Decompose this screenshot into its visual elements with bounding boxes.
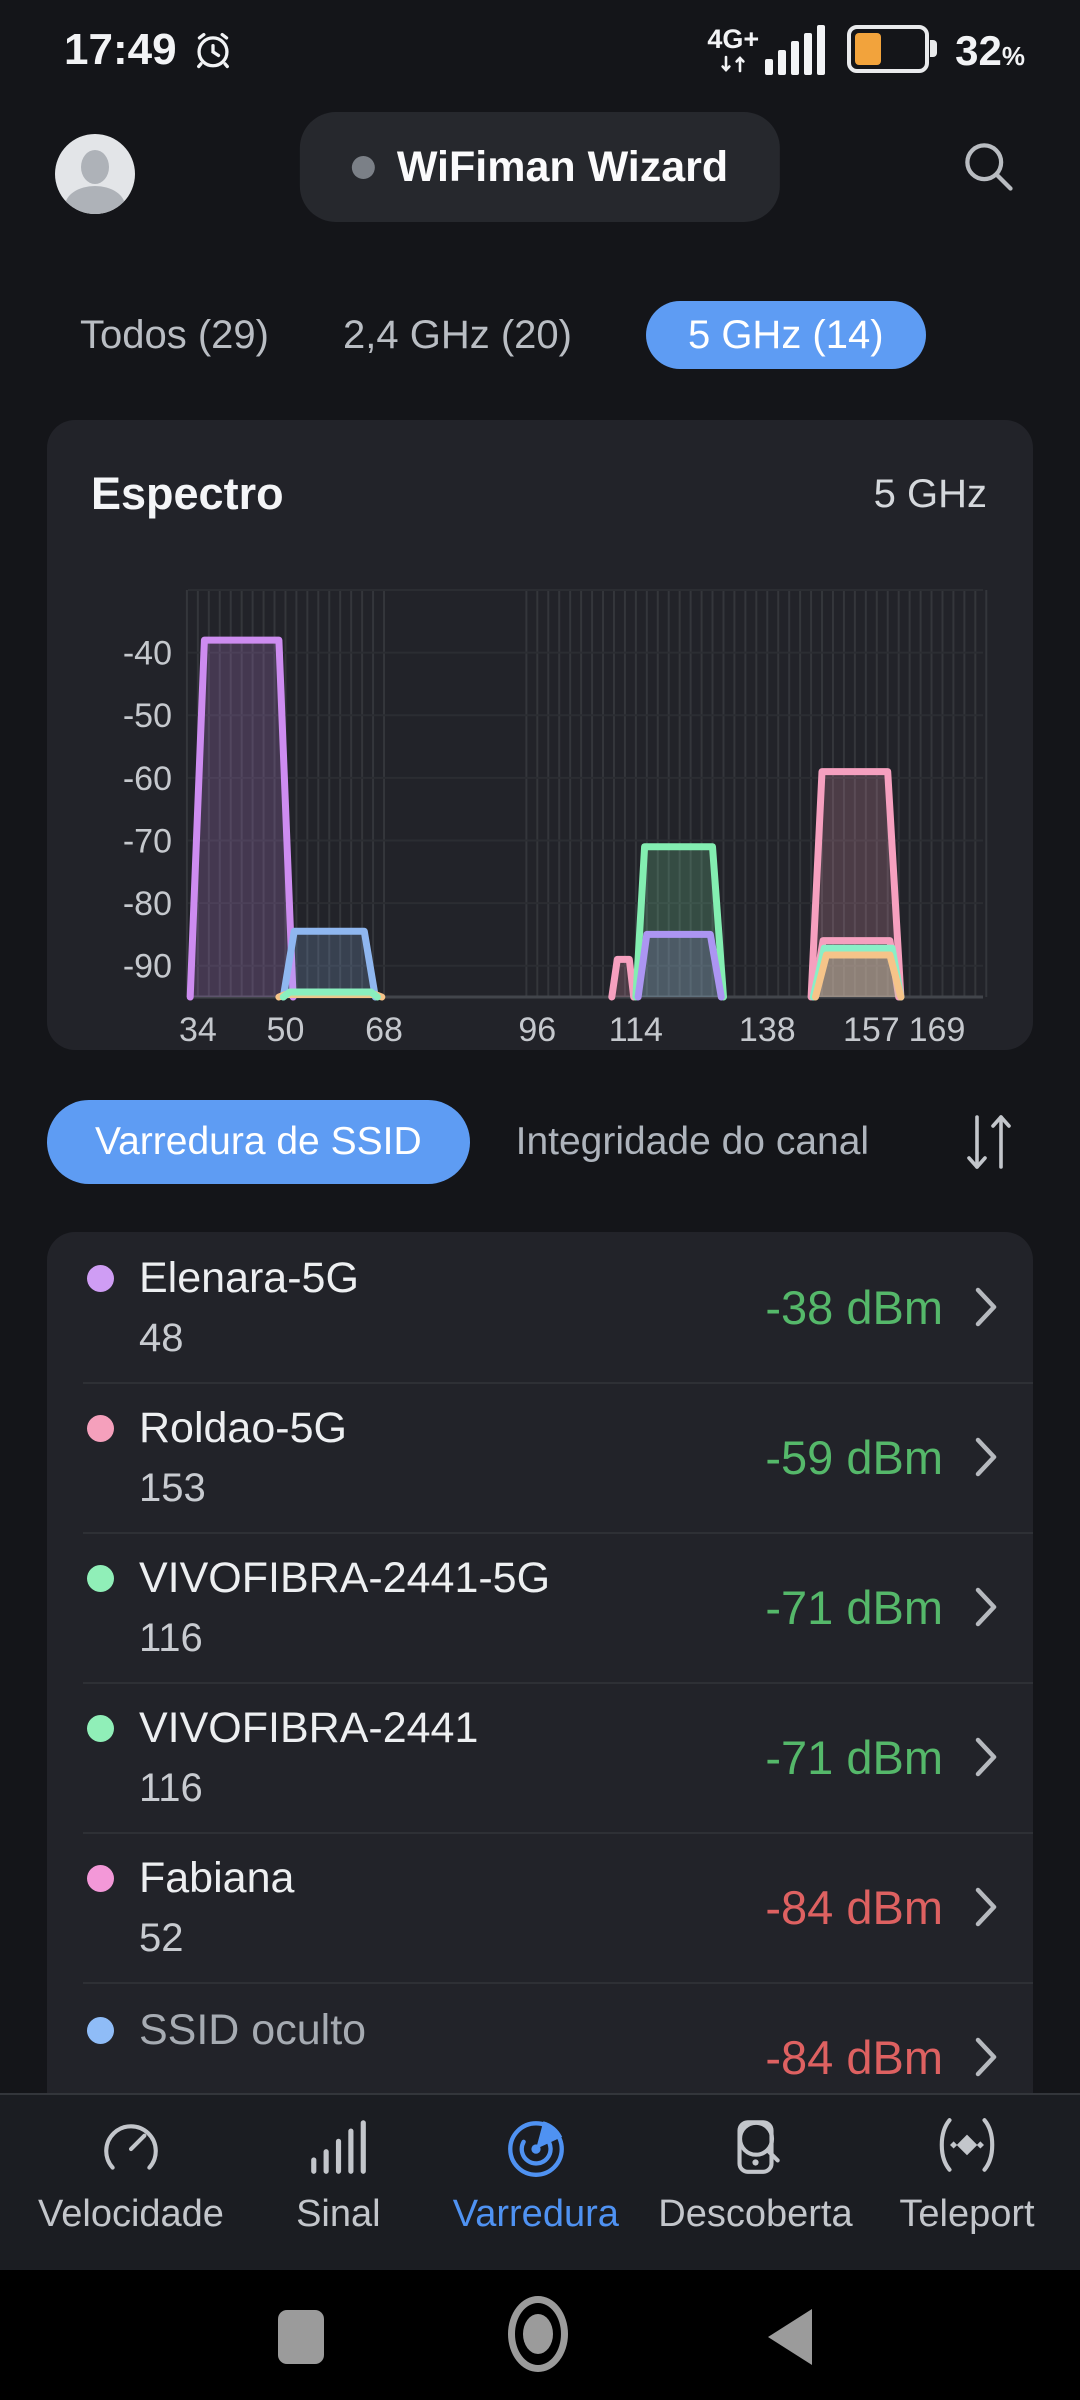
android-nav-bar: [0, 2270, 1080, 2400]
ssid-channel: [139, 2068, 765, 2093]
svg-text:96: 96: [518, 1011, 556, 1049]
svg-text:-90: -90: [123, 948, 172, 986]
speedometer-icon: [98, 2111, 164, 2183]
chevron-right-icon: [975, 1287, 997, 1327]
svg-text:157: 157: [843, 1011, 900, 1049]
ssid-color-dot: [87, 1414, 114, 1442]
signal-bars-icon: [305, 2111, 371, 2183]
chevron-right-icon: [975, 2037, 997, 2077]
spectrum-band-label: 5 GHz: [873, 471, 987, 516]
tab-todos[interactable]: Todos (29): [80, 312, 269, 357]
radar-icon: [501, 2111, 571, 2183]
sort-icon[interactable]: [955, 1105, 1021, 1179]
svg-text:50: 50: [267, 1011, 305, 1049]
ssid-name: VIVOFIBRA-2441-5G: [139, 1553, 551, 1602]
ssid-channel: 116: [139, 1765, 203, 1810]
signal-bars: [765, 25, 826, 75]
device-search-icon: [722, 2111, 788, 2183]
ssid-name: Elenara-5G: [139, 1253, 359, 1302]
data-arrows-icon: [721, 55, 745, 73]
signal-value: -71 dBm: [765, 1730, 943, 1784]
ssid-color-dot: [87, 2017, 114, 2044]
svg-text:138: 138: [739, 1011, 796, 1049]
svg-text:-70: -70: [123, 822, 172, 860]
ssid-name: SSID oculto: [139, 2006, 367, 2054]
nav-teleport[interactable]: Teleport: [892, 2111, 1042, 2270]
ssid-channel: 52: [139, 1915, 184, 1960]
svg-text:114: 114: [609, 1011, 663, 1049]
spectrum-card: Espectro 5 GHz -40 -50 -60 -70 -80 -90 34 50 68 9…: [47, 420, 1033, 1050]
home-button-icon[interactable]: [508, 2296, 568, 2372]
bottom-nav: Velocidade Sinal Varredura: [0, 2093, 1080, 2270]
band-filter-tabs: Todos (29) 2,4 GHz (20) 5 GHz (14): [80, 298, 1040, 372]
nav-velocidade[interactable]: Velocidade: [38, 2111, 224, 2270]
signal-value: -84 dBm: [765, 2030, 943, 2084]
spectrum-title: Espectro: [91, 468, 284, 519]
ssid-channel: 153: [139, 1465, 206, 1510]
network-row[interactable]: VIVOFIBRA-2441 116 -71 dBm: [47, 1682, 1033, 1832]
network-row[interactable]: Fabiana 52 -84 dBm: [47, 1832, 1033, 1982]
svg-text:68: 68: [365, 1011, 403, 1049]
network-row[interactable]: SSID oculto -84 dBm: [47, 1982, 1033, 2093]
chevron-right-icon: [975, 1737, 997, 1777]
ssid-scan-button[interactable]: Varredura de SSID: [47, 1100, 470, 1184]
ssid-name: VIVOFIBRA-2441: [139, 1703, 479, 1752]
signal-value: -84 dBm: [765, 1880, 943, 1934]
status-bar: 17:49 4G+ 3: [0, 0, 1080, 100]
ssid-name: Fabiana: [139, 1853, 295, 1902]
network-type-label: 4G+: [707, 24, 760, 54]
ssid-channel: 116: [139, 1615, 203, 1660]
status-dot-icon: [351, 155, 375, 179]
ssid-color-dot: [87, 1714, 114, 1742]
svg-text:-50: -50: [123, 697, 172, 735]
scan-mode-row: Varredura de SSID Integridade do canal: [47, 1098, 1033, 1186]
svg-text:-60: -60: [123, 760, 172, 798]
svg-text:-40: -40: [123, 635, 172, 673]
chevron-right-icon: [975, 1587, 997, 1627]
battery-icon: [847, 25, 938, 73]
network-row[interactable]: Elenara-5G 48 -38 dBm: [47, 1232, 1033, 1382]
network-row[interactable]: VIVOFIBRA-2441-5G 116 -71 dBm: [47, 1532, 1033, 1682]
teleport-icon: [932, 2111, 1002, 2183]
search-icon[interactable]: [958, 136, 1018, 196]
signal-value: -38 dBm: [765, 1280, 943, 1334]
wifiman-wizard-button[interactable]: WiFiman Wizard: [299, 112, 781, 222]
cellular-signal-icon: 4G+: [707, 24, 826, 75]
chevron-right-icon: [975, 1437, 997, 1477]
nav-descoberta[interactable]: Descoberta: [658, 2111, 853, 2270]
channel-health-button[interactable]: Integridade do canal: [515, 1120, 870, 1163]
recents-button-icon[interactable]: [278, 2310, 324, 2364]
nav-sinal[interactable]: Sinal: [263, 2111, 413, 2270]
svg-text:169: 169: [909, 1011, 966, 1049]
ssid-color-dot: [87, 1864, 114, 1892]
network-row[interactable]: Roldao-5G 153 -59 dBm: [47, 1382, 1033, 1532]
ssid-channel: 48: [139, 1315, 184, 1360]
tab-24ghz[interactable]: 2,4 GHz (20): [342, 312, 572, 357]
chevron-right-icon: [975, 1887, 997, 1927]
back-button-icon[interactable]: [768, 2309, 812, 2365]
svg-text:-80: -80: [123, 885, 172, 923]
battery-fill: [855, 33, 882, 65]
svg-text:34: 34: [179, 1011, 217, 1049]
ssid-color-dot: [87, 1564, 114, 1592]
wizard-title: WiFiman Wizard: [396, 142, 729, 191]
signal-value: -59 dBm: [765, 1430, 943, 1484]
alarm-icon: [191, 28, 235, 72]
ssid-name: Roldao-5G: [139, 1403, 347, 1452]
ssid-color-dot: [87, 1264, 114, 1292]
clock-time: 17:49: [64, 25, 177, 74]
tab-5ghz[interactable]: 5 GHz (14): [645, 301, 926, 369]
nav-varredura[interactable]: Varredura: [453, 2111, 619, 2270]
battery-percent: 32%: [955, 27, 1025, 74]
app-header: WiFiman Wizard: [0, 100, 1080, 270]
avatar[interactable]: [55, 134, 135, 214]
signal-value: -71 dBm: [765, 1580, 943, 1634]
network-list: Elenara-5G 48 -38 dBm Roldao-5G 153 -59 …: [47, 1232, 1033, 2093]
